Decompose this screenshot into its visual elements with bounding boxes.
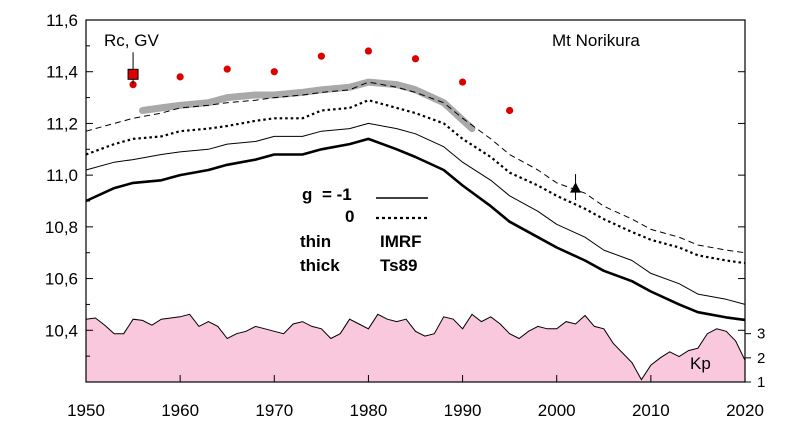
x-tick-label: 2010 [632, 401, 670, 420]
marker-layer [127, 47, 582, 201]
data-point-red-circle [364, 47, 373, 55]
kp-line [86, 313, 745, 381]
series-gray-band [139, 78, 476, 133]
data-point-red-circle [223, 65, 231, 73]
series-layer [85, 78, 746, 322]
axis-layer: 1950 1960 1970 1980 1990 2000 2010 2020 10,4 10,6… [45, 11, 765, 420]
y-tick-label: 11,4 [46, 63, 78, 82]
x-tick-label: 2020 [726, 401, 764, 420]
kp-label: Kp [690, 354, 711, 373]
legend-g-label: g [302, 185, 312, 204]
legend-g-value-2: 0 [345, 207, 354, 226]
chart-title: Mt Norikura [552, 31, 640, 50]
x-tick-label: 1950 [67, 401, 105, 420]
data-point-red-circle [129, 81, 137, 89]
kp-tick-label: 3 [757, 326, 765, 343]
data-point-red-circle [270, 68, 278, 76]
kp-tick-label: 2 [757, 350, 765, 367]
legend-model-imrf: IMRF [380, 232, 422, 251]
x-tick-label: 1980 [350, 401, 388, 420]
series-thick-dotted [85, 99, 746, 265]
x-tick-label: 2000 [538, 401, 576, 420]
data-point-red-circle [506, 106, 514, 115]
y-tick-label: 11,6 [46, 11, 78, 30]
legend-model-ts89: Ts89 [380, 256, 418, 275]
legend-g-value-1: = -1 [322, 185, 352, 204]
legend-thickness-thin: thin [300, 232, 331, 251]
data-point-red-square [127, 68, 139, 80]
kp-area [86, 314, 745, 382]
legend-thickness-thick: thick [300, 256, 340, 275]
y-tick-label: 10,8 [45, 218, 78, 237]
x-tick-label: 1970 [255, 401, 293, 420]
data-point-red-circle [411, 55, 420, 63]
y-axis-label: Rc, GV [104, 31, 159, 50]
data-point-red-circle [317, 52, 325, 60]
series-thick-solid [85, 137, 746, 322]
data-point-black-triangle [570, 182, 582, 193]
data-point-red-circle [176, 73, 184, 81]
x-tick-label: 1990 [444, 401, 482, 420]
y-tick-label: 11,0 [46, 166, 78, 185]
series-thin-dashed [85, 81, 746, 254]
legend: g = -1 0 thin IMRF thick Ts89 [300, 185, 428, 275]
series-thin-solid [85, 122, 746, 305]
y-tick-label: 10,4 [45, 321, 78, 340]
data-point-red-circle [458, 78, 467, 86]
y-tick-label: 10,6 [45, 270, 78, 289]
kp-tick-label: 1 [757, 374, 765, 391]
x-tick-label: 1960 [161, 401, 199, 420]
kp-area-layer [86, 313, 745, 382]
y-tick-label: 11,2 [46, 114, 78, 133]
